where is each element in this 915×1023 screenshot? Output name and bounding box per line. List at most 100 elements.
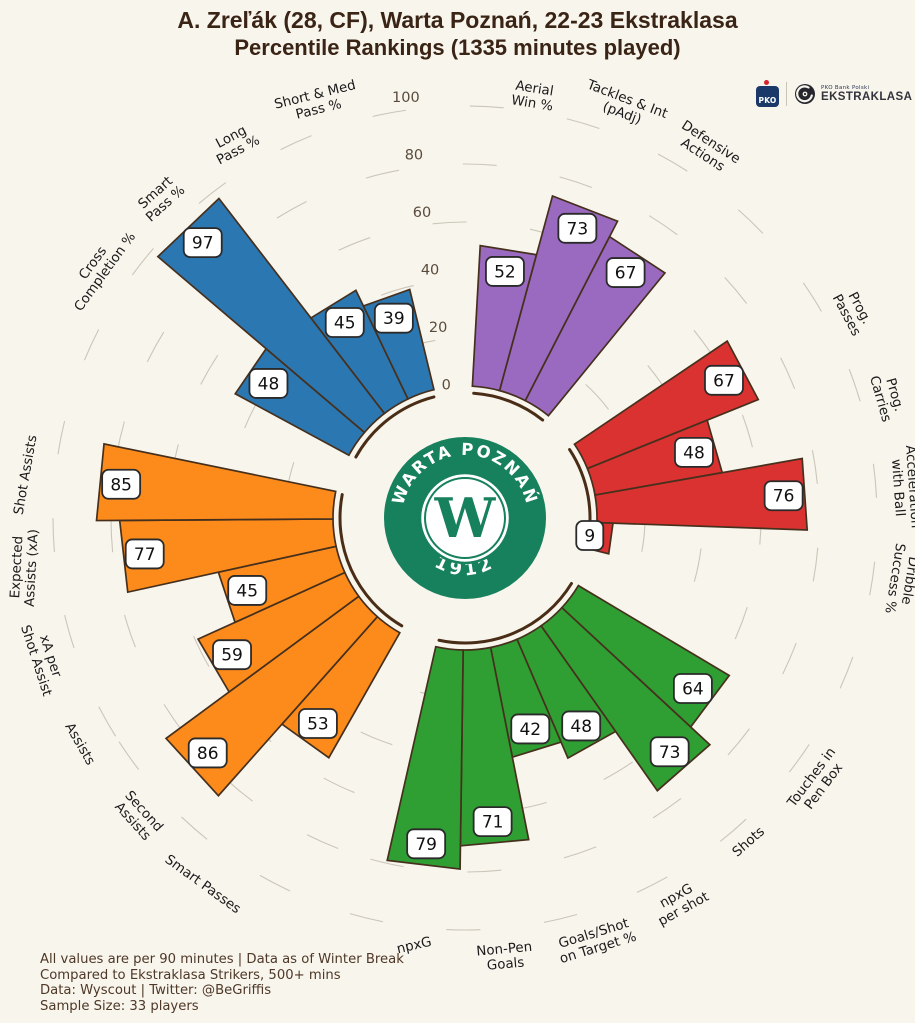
value-badge-Long Pass % [324, 307, 365, 338]
value-badge-Aerial Win % [485, 256, 525, 287]
footer-line-4: Sample Size: 33 players [40, 998, 199, 1014]
bar-npxG [386, 645, 465, 871]
value-text-Assists: 59 [221, 646, 243, 666]
value-badge-Cross Completion % [248, 368, 289, 399]
param-label-Shot Assists: Shot Assists [12, 434, 41, 516]
value-badge-Smart Pass % [182, 227, 223, 258]
param-label-Cross Completion %: CrossCompletion % [60, 221, 139, 314]
value-text-Non-Pen Goals: 71 [482, 813, 504, 833]
group-base-arc-4 [354, 395, 436, 459]
param-label-Prog. Passes: Prog.Passes [829, 285, 877, 339]
param-label-Defensive Actions: DefensiveActions [670, 118, 742, 180]
axis-tick-0: 0 [442, 377, 451, 393]
crest-monogram: W [434, 486, 497, 550]
bar-Non-Pen Goals [459, 646, 530, 847]
ekstraklasa-logo: PKO Bank Polski EKSTRAKLASA [794, 83, 912, 105]
param-label-Goals/Shot on Target %: Goals/Shoton Target % [554, 915, 639, 967]
footer-credits: All values are per 90 minutes | Data as … [40, 952, 404, 1014]
value-badge-Touches in Pen Box [672, 673, 713, 704]
value-badge-Assists [212, 639, 252, 671]
title-line2: Percentile Rankings (1335 minutes played… [234, 35, 681, 60]
value-text-Smart Pass %: 97 [192, 234, 214, 254]
value-text-Shot Assists: 85 [110, 475, 132, 495]
param-label-Assists: Assists [61, 721, 97, 768]
league-branding: PKO PKO Bank Polski EKSTRAKLASA [756, 80, 912, 108]
title-line1: A. Zreľák (28, CF), Warta Poznań, 22-23 … [177, 7, 738, 33]
pko-bank-logo: PKO [756, 80, 779, 107]
group-base-arc-3 [338, 493, 404, 628]
value-badge-Smart Passes [297, 708, 338, 739]
grid-arc-60 [168, 221, 762, 815]
pko-red-dot-icon [764, 80, 769, 85]
axis-tick-40: 40 [421, 262, 439, 278]
value-badge-xA per Shot Assist [227, 575, 268, 606]
param-label-Smart Passes: Smart Passes [162, 852, 243, 917]
param-label-Non-Pen Goals: Non-PenGoals [476, 940, 534, 975]
axis-tick-100: 100 [392, 90, 420, 106]
ekstraklasa-wordmark: PKO Bank Polski EKSTRAKLASA [821, 85, 912, 103]
value-badge-npxG [406, 828, 447, 860]
brand-divider [786, 82, 787, 106]
value-badge-Shot Assists [101, 468, 142, 500]
value-text-Acceleration with Ball: 76 [773, 487, 795, 507]
param-label-Shots: Shots [730, 824, 768, 860]
value-text-Defensive Actions: 67 [615, 264, 637, 284]
value-text-Prog. Passes: 67 [713, 371, 735, 391]
value-text-Aerial Win %: 52 [494, 262, 516, 282]
footer-line-3: Data: Wyscout | Twitter: @BeGriffis [40, 983, 272, 999]
value-badge-Shots [649, 736, 690, 768]
param-label-Aerial Win %: AerialWin % [510, 78, 556, 114]
value-badge-Prog. Carries [674, 436, 714, 468]
param-label-Acceleration with Ball: Accelerationwith Ball [887, 445, 915, 530]
value-badge-Prog. Passes [704, 364, 744, 396]
footer-line-1: All values are per 90 minutes | Data as … [40, 952, 404, 967]
value-text-Goals/Shot on Target %: 42 [519, 720, 541, 740]
value-text-Dribble Success %: 9 [584, 527, 595, 547]
param-label-Short & Med Pass %: Short & MedPass % [273, 78, 361, 127]
value-text-Expected Assists (xA): 77 [134, 545, 156, 565]
group-base-arc-0 [472, 391, 545, 422]
param-label-Expected Assists (xA): ExpectedAssists (xA) [8, 528, 42, 607]
bar-Expected Assists (xA) [118, 518, 338, 594]
footer-line-2: Compared to Ekstraklasa Strikers, 500+ m… [40, 967, 341, 983]
bar-Shot Assists [95, 442, 337, 522]
value-badge-Non-Pen Goals [472, 806, 513, 838]
value-text-Prog. Carries: 48 [683, 443, 705, 463]
value-badge-Acceleration with Ball [763, 480, 804, 512]
group-base-arc-2 [437, 581, 573, 645]
param-label-Long Pass %: LongPass % [207, 120, 262, 168]
value-text-xA per Shot Assist: 45 [236, 581, 258, 601]
value-badge-npxG per shot [561, 710, 602, 742]
param-label-Touches in Pen Box: Touches inPen Box [784, 745, 851, 820]
param-label-xA per Shot Assist: xA perShot Assist [17, 619, 68, 698]
grid-arc-80 [110, 163, 820, 873]
bar-Tackles & Int (pAdj) [498, 194, 619, 402]
param-label-npxG per shot: npxGper shot [649, 876, 712, 929]
value-text-Tackles & Int (pAdj): 73 [567, 219, 589, 239]
page-title: A. Zreľák (28, CF), Warta Poznań, 22-23 … [0, 6, 915, 62]
axis-tick-80: 80 [405, 148, 423, 164]
value-text-Shots: 73 [659, 743, 681, 763]
axis-tick-60: 60 [413, 205, 431, 221]
bar-Acceleration with Ball [594, 457, 809, 531]
value-text-npxG: 79 [415, 835, 437, 855]
value-badge-Dribble Success % [575, 520, 605, 551]
value-badge-Defensive Actions [605, 257, 646, 288]
value-badge-Expected Assists (xA) [124, 538, 165, 570]
league-name-text: EKSTRAKLASA [821, 91, 913, 103]
param-label-Second Assists: SecondAssists [110, 788, 165, 845]
ekstraklasa-ball-icon [795, 84, 815, 104]
value-text-Second Assists: 86 [197, 744, 219, 764]
league-small-text: PKO Bank Polski [821, 85, 870, 91]
param-label-Prog. Carries: Prog.Carries [866, 370, 908, 424]
value-badge-Short & Med Pass % [373, 302, 414, 334]
value-text-Long Pass %: 45 [334, 314, 356, 334]
value-badge-Tackles & Int (pAdj) [557, 212, 598, 244]
value-text-Cross Completion %: 48 [258, 374, 280, 394]
axis-tick-20: 20 [429, 320, 447, 336]
value-badge-Second Assists [187, 737, 228, 769]
